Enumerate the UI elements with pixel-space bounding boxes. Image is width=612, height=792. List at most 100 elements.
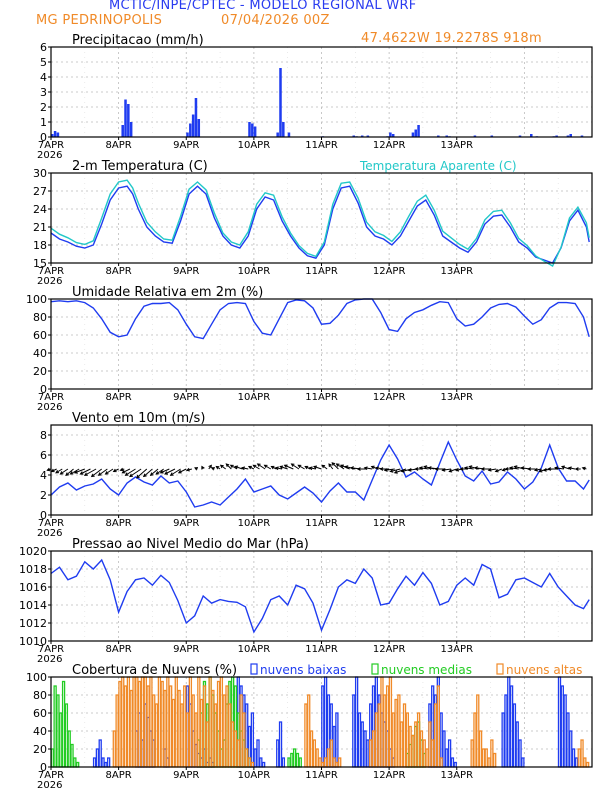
wind-arrow [495,468,503,472]
wind-arrowhead [283,464,288,468]
cloud-bar-nuvens-altas [174,676,178,768]
cloud-bar-nuvens-baixas [571,748,576,768]
wind-arrowhead [480,467,485,471]
x-tick-label-temp: 9APR [173,266,199,277]
wind-arrowhead [427,466,432,470]
wind-arrow [91,468,103,477]
wind-arrowhead [73,470,78,474]
wind-arrowhead [308,466,313,471]
x-tick-label-clouds: 9APR [173,770,199,781]
wind-arrow [464,467,474,470]
cloud-bar-nuvens-baixas [107,757,111,768]
wind-arrowhead [434,467,439,471]
cloud-bar-nuvens-altas [245,748,249,768]
cloud-bar-nuvens-medias [287,757,291,768]
y-tick-label-temp: 21 [33,221,47,234]
wind-arrow [390,468,401,472]
x-tick-label-pressure: 13APR [440,644,473,655]
precip-bar [53,131,57,137]
y-tick-label-rh: 100 [26,293,47,306]
precip-bar [445,135,448,137]
x-tick-label-wind: 11APR [305,518,338,529]
x-tick-label-wind: 10APR [238,518,271,529]
wind-arrowhead [247,465,252,470]
wind-arrow [164,468,176,475]
legend-label-1: nuvens medias [381,663,472,677]
wind-arrowhead [567,466,572,471]
precip-bar [121,125,124,137]
cloud-bar-nuvens-altas [583,757,587,768]
cloud-bar-nuvens-altas [493,752,497,768]
wind-arrow [84,468,97,476]
y-tick-label-precip: 4 [40,71,47,84]
cloud-bar-nuvens-altas [230,721,235,768]
precip-bar [391,134,395,137]
x-tick-label-rh: 13APR [440,392,473,403]
cloud-bar-nuvens-medias [59,712,63,768]
cloud-bar-nuvens-baixas [104,761,108,768]
x-tick-label-rh: 8APR [106,392,132,403]
cloud-bar-nuvens-altas [236,739,240,768]
cloud-bar-nuvens-baixas [447,739,452,768]
panel-title-wind: Vento em 10m (m/s) [72,411,205,426]
cloud-bar-nuvens-baixas [95,748,100,768]
cloud-bar-nuvens-baixas [504,694,508,768]
wind-arrowhead [164,471,169,475]
wind-arrowhead [79,471,84,475]
wind-arrow [488,468,497,471]
series-line-temp-0 [50,185,590,264]
cloud-bar-nuvens-altas [211,689,215,768]
panel-title-precip: Precipitacao (mm/h) [72,33,204,48]
cloud-bar-nuvens-altas [329,739,333,768]
wind-arrowhead [129,473,133,478]
y-tick-label-wind: 0 [40,509,47,522]
cloud-bar-nuvens-altas [233,730,238,768]
wind-arrowhead [104,471,109,475]
wind-arrowhead [383,468,388,472]
wind-arrow [170,468,181,476]
cloud-bar-nuvens-altas [247,757,252,768]
wind-arrow [105,468,114,475]
x-tick-label-pressure: 7APR [38,644,64,655]
cloud-bar-nuvens-altas [168,685,173,768]
precip-bar [124,99,127,137]
wind-arrow [98,468,108,476]
cloud-bar-nuvens-baixas [101,757,105,768]
wind-arrowhead [177,470,182,474]
precip-bar [287,132,291,137]
x-tick-label-precip: 12APR [373,140,406,151]
cloud-bar-nuvens-altas [487,757,491,768]
cloud-bar-nuvens-altas [490,739,494,768]
x-tick-label-pressure: 11APR [305,644,338,655]
wind-arrow [336,463,345,470]
wind-arrow [561,466,570,470]
wind-arrow [155,468,164,475]
cloud-bar-nuvens-baixas [509,685,514,768]
cloud-bar-nuvens-baixas [259,757,263,768]
precip-bar [279,68,282,137]
wind-arrowhead [459,467,464,471]
wind-arrowhead [124,472,129,476]
precip-bar [197,119,201,137]
wind-arrowhead [363,466,368,471]
cloud-bar-nuvens-medias [298,757,302,768]
wind-arrowhead [561,465,565,470]
precip-bar [129,122,133,137]
y-tick-label-precip: 5 [40,56,47,69]
cloud-bar-nuvens-medias [76,761,80,768]
cloud-bar-nuvens-baixas [360,721,364,768]
y-tick-label-temp: 18 [33,239,47,252]
cloud-bar-nuvens-baixas [366,739,370,768]
x-tick-label-wind: 12APR [373,518,406,529]
cloud-bar-nuvens-altas [188,676,193,768]
cloud-bar-nuvens-baixas [321,685,325,768]
cloud-bar-nuvens-baixas [98,739,102,768]
panel-title-rh: Umidade Relativa em 2m (%) [72,285,263,300]
wind-arrow [394,468,407,474]
cloud-bar-nuvens-altas [371,730,376,768]
cloud-bar-nuvens-baixas [323,676,328,768]
y-tick-label-rh: 40 [33,347,47,360]
wind-arrowhead [208,464,212,469]
wind-arrowhead [547,467,552,471]
wind-arrow [122,468,131,474]
